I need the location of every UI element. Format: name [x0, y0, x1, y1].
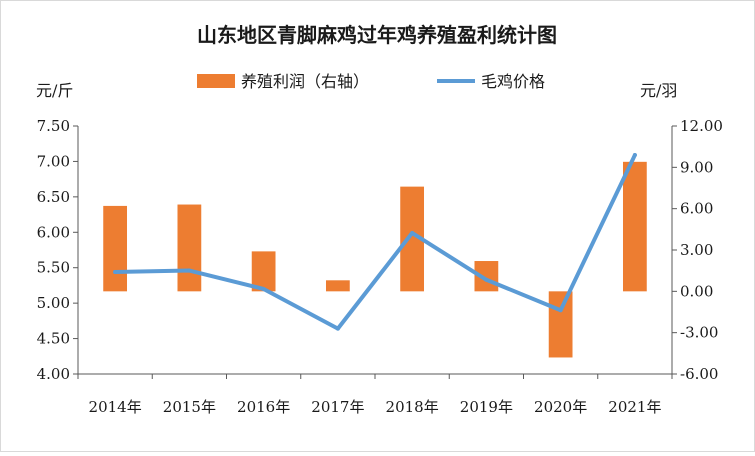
x-tick-label: 2021年 — [608, 398, 661, 416]
left-tick-label: 6.50 — [37, 188, 70, 206]
legend-label-price: 毛鸡价格 — [481, 72, 545, 91]
x-tick-label: 2016年 — [237, 398, 290, 416]
x-tick-label: 2015年 — [163, 398, 216, 416]
left-axis-unit: 元/斤 — [36, 81, 73, 100]
left-tick-label: 5.50 — [37, 259, 70, 277]
right-tick-label: 3.00 — [680, 241, 713, 259]
left-tick-label: 7.50 — [37, 117, 70, 135]
bar-profit-2020年 — [548, 291, 573, 358]
x-tick-label: 2014年 — [89, 398, 142, 416]
right-axis-unit: 元/羽 — [640, 81, 677, 100]
right-tick-label: 0.00 — [680, 282, 713, 300]
left-tick-label: 4.50 — [37, 330, 70, 348]
line-chicken-price — [113, 153, 637, 331]
right-tick-label: -6.00 — [680, 365, 718, 383]
left-tick-label: 4.00 — [37, 365, 70, 383]
point-price-2018年 — [410, 230, 415, 235]
left-tick-label: 5.00 — [37, 294, 70, 312]
point-price-2014年 — [113, 269, 118, 274]
bar-profit-2016年 — [251, 251, 276, 292]
point-price-2021年 — [632, 153, 637, 158]
right-tick-label: 6.00 — [680, 200, 713, 218]
right-tick-label: 12.00 — [680, 117, 723, 135]
point-price-2016年 — [261, 286, 266, 291]
plot-area: 4.00 4.50 5.00 5.50 6.00 6.50 7.00 7.50 -6.00 -3.… — [37, 117, 723, 416]
right-tick-label: -3.00 — [680, 324, 718, 342]
x-tick-label: 2017年 — [311, 398, 364, 416]
legend-label-profit: 养殖利润（右轴） — [241, 72, 369, 91]
bar-profit-2018年 — [400, 186, 425, 292]
bar-profit-2017年 — [325, 280, 350, 292]
x-tick-label: 2018年 — [386, 398, 439, 416]
x-tick-label: 2019年 — [460, 398, 513, 416]
bar-profit-2014年 — [103, 205, 128, 292]
left-tick-label: 7.00 — [37, 152, 70, 170]
bar-profit-2015年 — [177, 204, 202, 292]
x-tick-label: 2020年 — [534, 398, 587, 416]
chart-title: 山东地区青脚麻鸡过年鸡养殖盈利统计图 — [197, 23, 557, 47]
point-price-2019年 — [484, 277, 489, 282]
legend-swatch-profit — [197, 74, 235, 88]
bar-profit-2021年 — [622, 161, 647, 292]
point-price-2017年 — [335, 326, 340, 331]
point-price-2015年 — [187, 268, 192, 273]
right-tick-label: 9.00 — [680, 158, 713, 176]
point-price-2020年 — [558, 308, 563, 313]
left-tick-label: 6.00 — [37, 223, 70, 241]
